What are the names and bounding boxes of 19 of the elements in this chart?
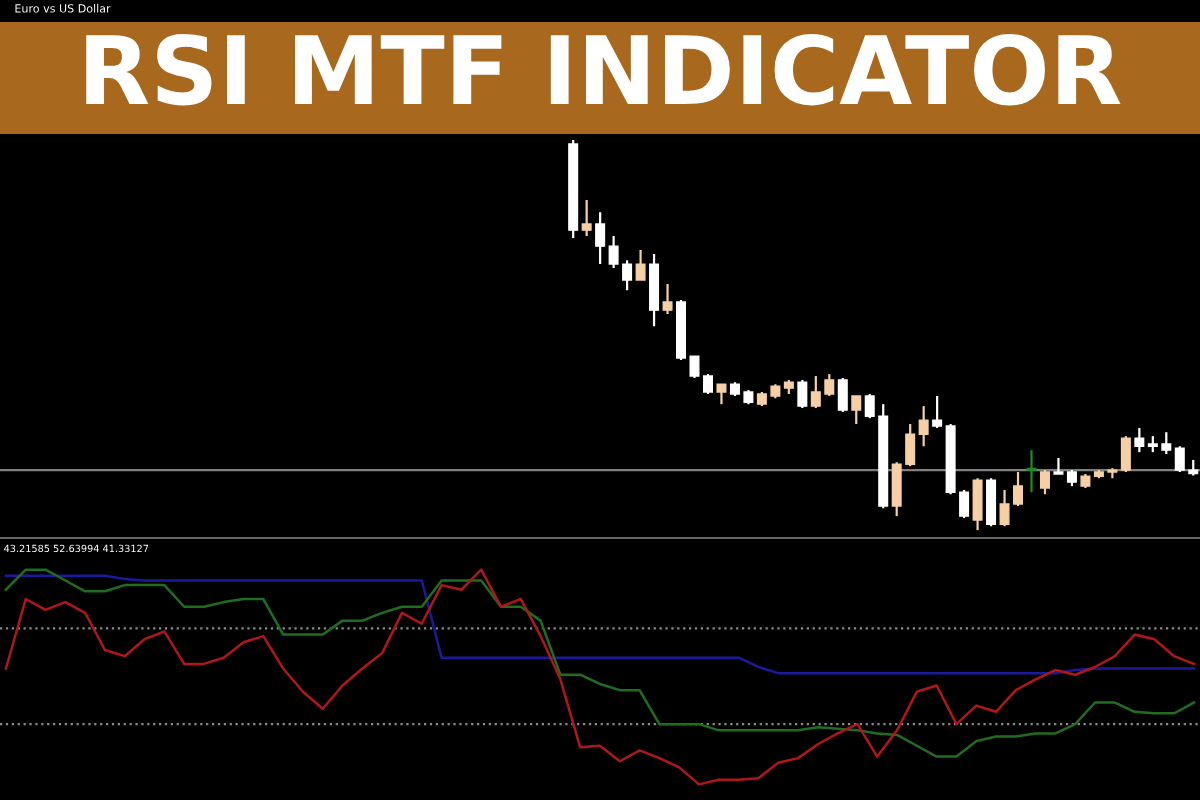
candlestick: [649, 252, 660, 328]
candlestick: [1134, 426, 1145, 454]
candlestick: [1053, 456, 1064, 476]
candlestick: [797, 378, 808, 410]
candlestick: [932, 394, 943, 430]
candlestick: [1039, 468, 1050, 496]
candlestick: [851, 394, 862, 426]
candlestick: [716, 383, 727, 406]
candlestick: [635, 248, 646, 282]
candlestick: [581, 199, 592, 238]
candlestick: [1026, 449, 1037, 494]
candlestick: [595, 211, 606, 266]
candlestick: [837, 376, 848, 414]
candlestick: [972, 477, 983, 532]
chart-title: RSI MTF INDICATOR: [86, 33, 1121, 106]
candlestick: [662, 282, 673, 316]
candlestick: [986, 477, 997, 528]
candlestick: [1120, 435, 1131, 474]
candlestick: [918, 404, 929, 448]
